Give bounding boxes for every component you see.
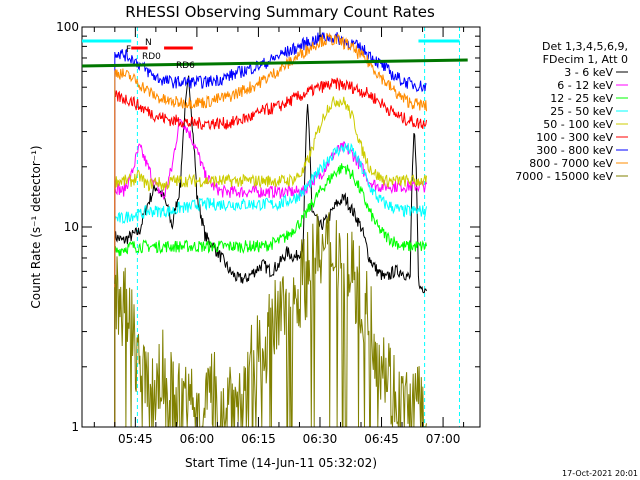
plot-area [114,27,460,427]
legend-entry-label: 6 - 12 keV [557,79,613,92]
saa-bar [81,58,468,68]
y-tick-label: 1 [71,420,79,434]
annotation-n: N [145,38,152,48]
y-axis-label: Count Rate (s⁻¹ detector⁻¹) [29,145,43,308]
x-tick-label: 07:00 [426,432,461,446]
x-axis-label: Start Time (14-Jun-11 05:32:02) [185,456,377,470]
legend-entry-label: 25 - 50 keV [550,105,613,118]
timestamp: 17-Oct-2021 20:01 [562,469,638,478]
y-tick-label: 100 [56,20,79,34]
annotation-f: F [126,45,131,55]
x-tick-label: 06:45 [364,432,399,446]
x-tick-label: 06:30 [303,432,338,446]
legend-entry-label: 800 - 7000 keV [529,157,613,170]
legend-entry-label: 12 - 25 keV [550,92,613,105]
annotation-rd6: RD6 [176,61,195,71]
series-line-5 [114,77,427,131]
chart-title: RHESSI Observing Summary Count Rates [125,3,435,21]
status-bars [81,39,468,68]
series-line-4 [114,96,427,192]
axis-ticks: 1 10 100 05:45 06:00 06:15 06:30 06:45 07:00 [56,20,480,446]
legend-entry-label: 7000 - 15000 keV [515,170,613,183]
legend-header: FDecim 1, Att 0 [543,53,628,66]
legend: Det 1,3,4,5,6,9,FDecim 1, Att 03 - 6 keV… [515,40,628,183]
legend-entry-label: 300 - 800 keV [536,144,613,157]
legend-entry-label: 3 - 6 keV [564,66,613,79]
series-line-8 [114,212,427,427]
annotation-rd0: RD0 [142,52,161,62]
series-line-3 [114,142,427,225]
series-line-2 [114,163,427,257]
series-line-7 [114,32,427,112]
legend-entry-label: 100 - 300 keV [536,131,613,144]
x-tick-label: 05:45 [118,432,153,446]
legend-entry-label: 50 - 100 keV [543,118,613,131]
series-line-0 [114,75,427,294]
y-tick-label: 10 [64,220,79,234]
legend-header: Det 1,3,4,5,6,9, [542,40,628,53]
x-tick-label: 06:15 [241,432,276,446]
x-tick-label: 06:00 [180,432,215,446]
